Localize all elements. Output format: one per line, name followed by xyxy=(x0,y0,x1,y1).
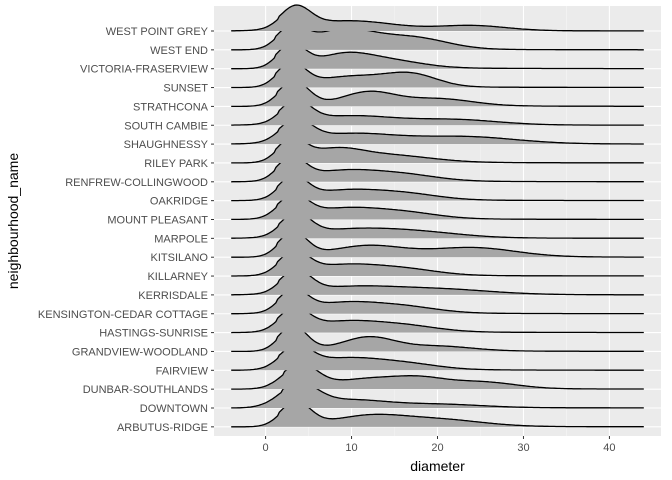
y-tick-label: WEST POINT GREY xyxy=(106,26,209,38)
ridge-fill xyxy=(231,382,644,408)
y-tick-label: KENSINGTON-CEDAR COTTAGE xyxy=(38,309,208,321)
ridge-fill xyxy=(231,250,644,277)
ridge-fill xyxy=(231,155,644,182)
ridge-fill xyxy=(231,61,644,88)
y-tick-label: VICTORIA-FRASERVIEW xyxy=(80,64,209,76)
ridge-fill xyxy=(231,99,644,126)
ridge-fill xyxy=(231,400,644,427)
ridge-fill xyxy=(231,80,644,107)
y-tick-label: SUNSET xyxy=(163,83,208,95)
y-tick-label: RENFREW-COLLINGWOOD xyxy=(65,177,208,189)
ridge-fill xyxy=(231,306,644,333)
y-tick-label: MOUNT PLEASANT xyxy=(107,215,208,227)
ridgeline-series xyxy=(231,4,644,428)
ridge-fill xyxy=(231,118,644,145)
ridge-fill xyxy=(231,268,644,295)
ridge-fill xyxy=(231,344,644,371)
ridge-fill xyxy=(231,42,644,69)
x-axis-title: diameter xyxy=(410,458,465,474)
ridge-fill xyxy=(231,287,644,314)
x-tick-label: 20 xyxy=(431,442,443,454)
ridge-fill xyxy=(231,137,644,163)
ridge-fill xyxy=(231,212,644,239)
y-tick-label: KILLARNEY xyxy=(147,271,208,283)
y-tick-label: WEST END xyxy=(150,45,208,57)
y-tick-label: SHAUGHNESSY xyxy=(124,139,209,151)
x-tick-label: 40 xyxy=(603,442,615,454)
y-tick-label: OAKRIDGE xyxy=(150,196,208,208)
x-axis: 0 10 20 30 40 xyxy=(263,436,616,454)
y-tick-label: SOUTH CAMBIE xyxy=(124,120,208,132)
y-tick-label: RILEY PARK xyxy=(144,158,208,170)
ridge-fill xyxy=(231,363,644,390)
ridge-fill xyxy=(231,5,644,31)
y-tick-label: FAIRVIEW xyxy=(156,365,209,377)
y-tick-label: MARPOLE xyxy=(154,233,208,245)
y-tick-label: GRANDVIEW-WOODLAND xyxy=(72,346,208,358)
x-tick-label: 0 xyxy=(263,442,269,454)
y-tick-label: DOWNTOWN xyxy=(140,403,208,415)
ridge-fill xyxy=(231,174,644,201)
y-tick-label: STRATHCONA xyxy=(133,101,209,113)
y-tick-label: KITSILANO xyxy=(151,252,209,264)
y-tick-label: KERRISDALE xyxy=(138,290,208,302)
y-axis-title: neighbourhood_name xyxy=(5,153,21,289)
y-tick-label: ARBUTUS-RIDGE xyxy=(117,422,208,434)
ridge-line xyxy=(231,4,644,32)
y-tick-label: DUNBAR-SOUTHLANDS xyxy=(83,384,208,396)
x-tick-label: 30 xyxy=(517,442,529,454)
y-tick-labels: WEST POINT GREY WEST END VICTORIA-FRASERVI… xyxy=(38,26,214,434)
ridge-fill xyxy=(231,193,644,220)
ridge-fill xyxy=(231,325,644,352)
x-tick-label: 10 xyxy=(345,442,357,454)
ridge-fill xyxy=(231,231,644,258)
y-tick-label: HASTINGS-SUNRISE xyxy=(99,328,208,340)
